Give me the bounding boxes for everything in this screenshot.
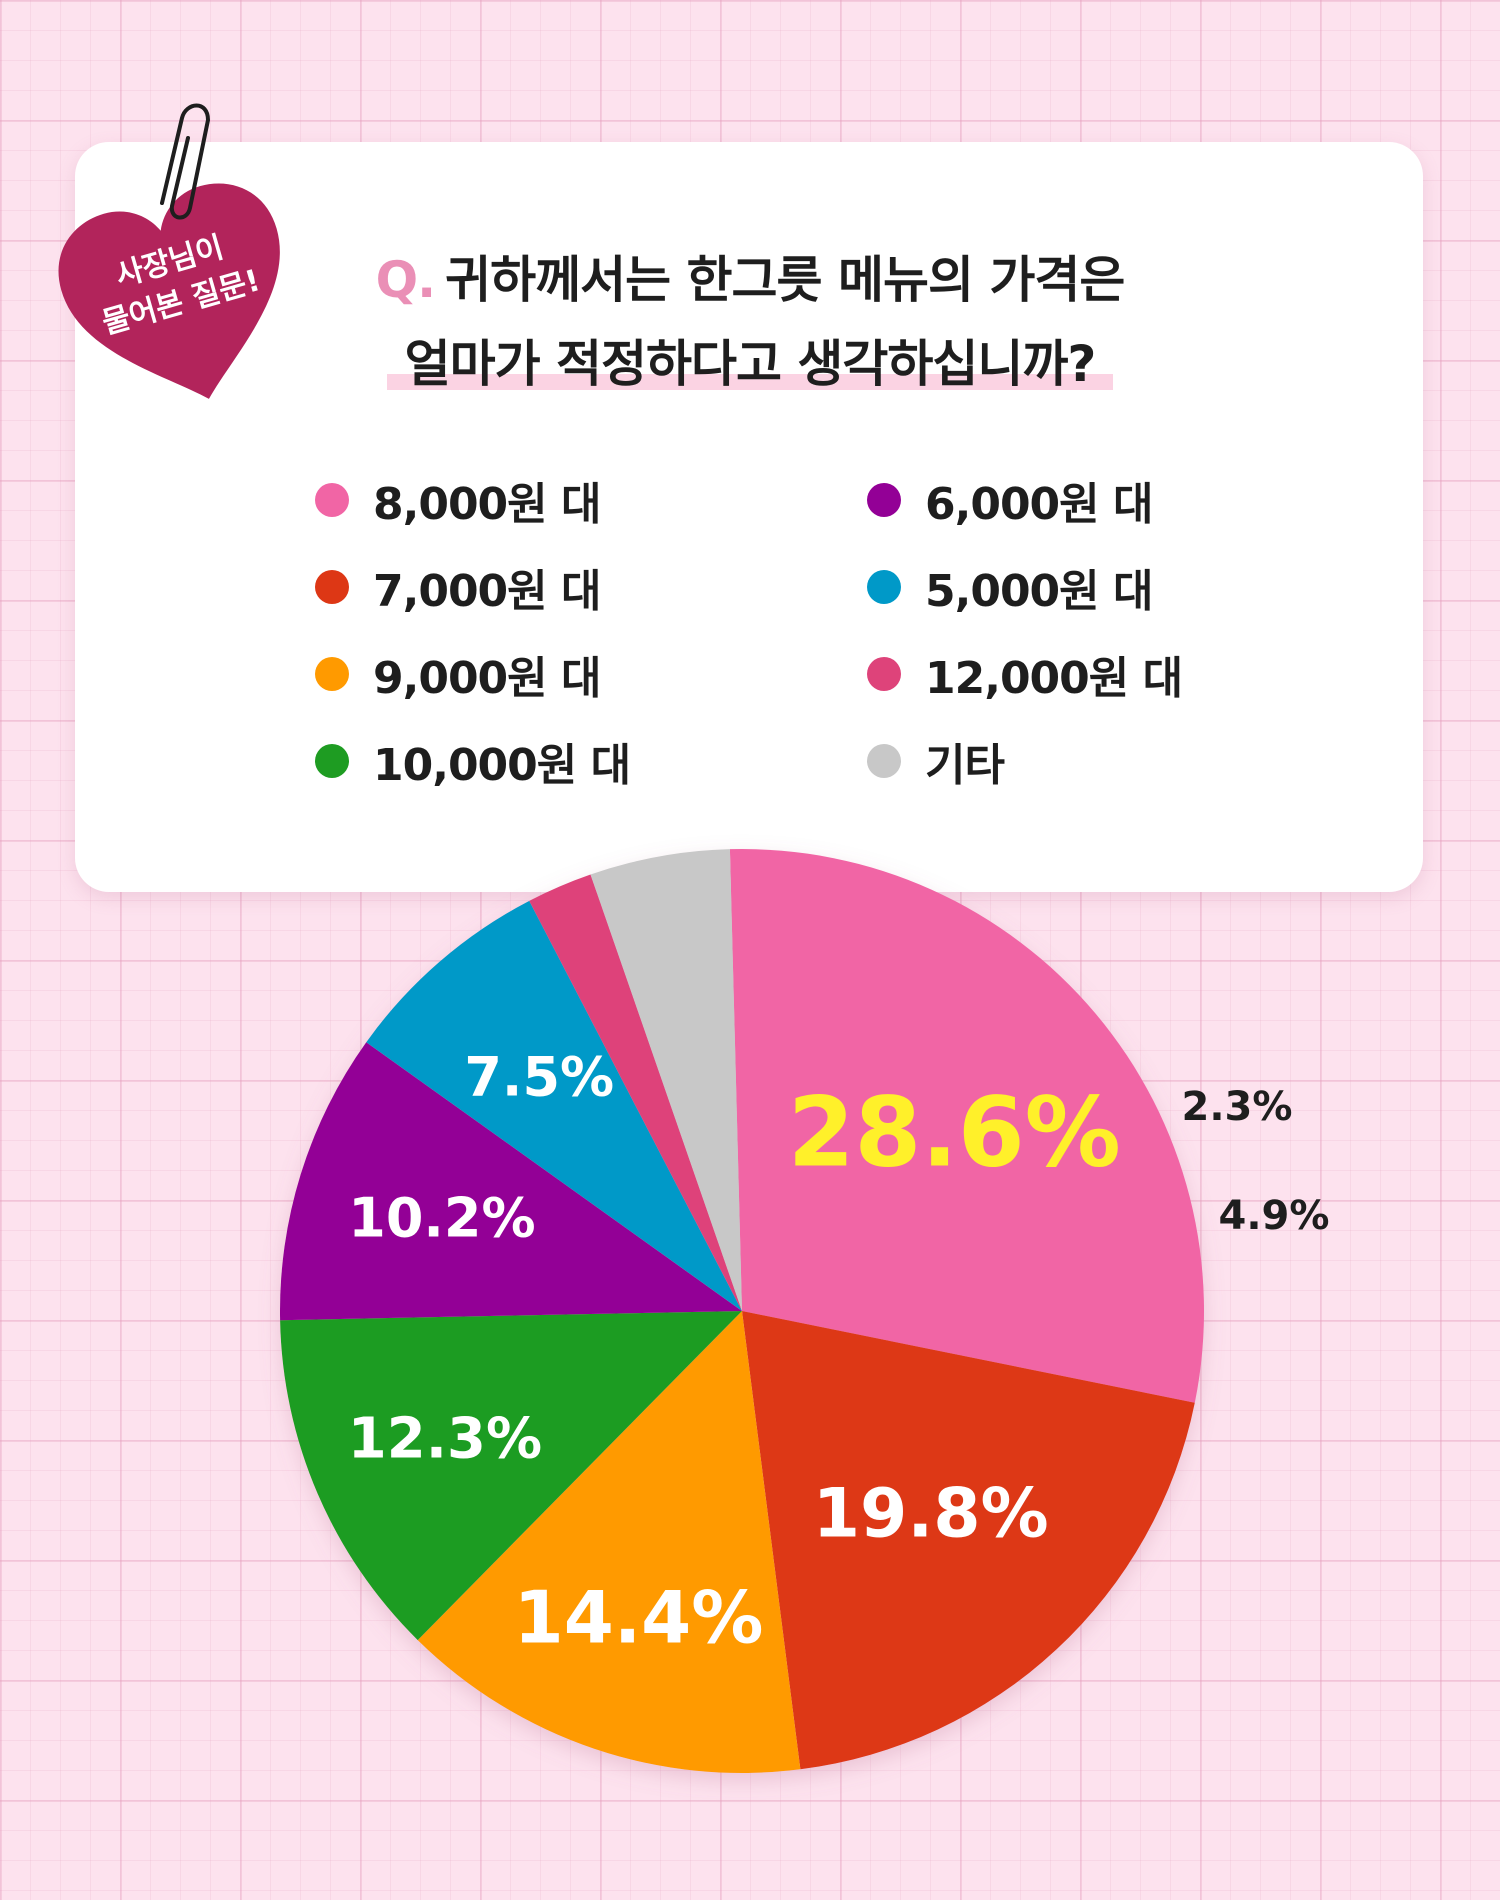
legend-item: 7,000원 대	[315, 557, 601, 617]
legend-label: 8,000원 대	[373, 479, 601, 530]
legend-item: 12,000원 대	[867, 644, 1183, 704]
pie-slice	[742, 1311, 1195, 1770]
legend-dot	[315, 483, 349, 517]
legend-dot	[315, 744, 349, 778]
legend-dot	[867, 657, 901, 691]
legend-item: 8,000원 대	[315, 470, 601, 530]
legend-label: 7,000원 대	[373, 566, 601, 617]
legend-dot	[315, 570, 349, 604]
heart-icon	[58, 183, 280, 399]
legend-item: 9,000원 대	[315, 644, 601, 704]
legend-label: 6,000원 대	[925, 479, 1153, 530]
legend-dot	[867, 744, 901, 778]
question: Q. 귀하께서는 한그릇 메뉴의 가격은 얼마가 적정하다고 생각하십니까?	[0, 238, 1500, 406]
legend-dot	[867, 483, 901, 517]
pie-slice	[280, 1311, 742, 1641]
slice-label: 12.3%	[348, 1406, 542, 1471]
legend-label: 5,000원 대	[925, 566, 1153, 617]
question-line1: Q. 귀하께서는 한그릇 메뉴의 가격은	[0, 238, 1500, 322]
pie-slice	[590, 849, 742, 1311]
legend-item: 10,000원 대	[315, 731, 631, 791]
slice-label: 28.6%	[788, 1077, 1121, 1189]
heart-badge: 사장님이 물어본 질문!	[58, 103, 280, 399]
slice-label: 7.5%	[464, 1046, 614, 1109]
legend-item: 5,000원 대	[867, 557, 1153, 617]
question-text-line1: 귀하께서는 한그릇 메뉴의 가격은	[445, 251, 1125, 309]
paperclip-icon	[160, 103, 211, 220]
legend-item: 기타	[867, 731, 1005, 791]
pie-slice	[366, 900, 742, 1311]
question-prefix: Q.	[375, 251, 436, 309]
slice-label: 2.3%	[1182, 1084, 1293, 1130]
slice-label: 14.4%	[514, 1575, 764, 1659]
pie-slice	[529, 874, 742, 1311]
legend: 8,000원 대 7,000원 대 9,000원 대 10,000원 대 6,0…	[315, 470, 1215, 820]
legend-item: 6,000원 대	[867, 470, 1153, 530]
slice-label: 4.9%	[1219, 1193, 1330, 1239]
pie-slice	[729, 849, 1204, 1403]
legend-label: 9,000원 대	[373, 653, 601, 704]
question-line2: 얼마가 적정하다고 생각하십니까?	[386, 322, 1114, 406]
legend-label: 10,000원 대	[373, 740, 631, 791]
legend-dot	[315, 657, 349, 691]
question-text-line2: 얼마가 적정하다고 생각하십니까?	[404, 335, 1097, 393]
legend-label: 기타	[925, 740, 1005, 791]
legend-label: 12,000원 대	[925, 653, 1183, 704]
pie-slice	[417, 1311, 801, 1773]
pie-slice	[279, 1042, 742, 1321]
slice-label: 19.8%	[813, 1475, 1049, 1554]
legend-dot	[867, 570, 901, 604]
slice-label: 10.2%	[348, 1186, 535, 1249]
question-card	[75, 142, 1423, 892]
